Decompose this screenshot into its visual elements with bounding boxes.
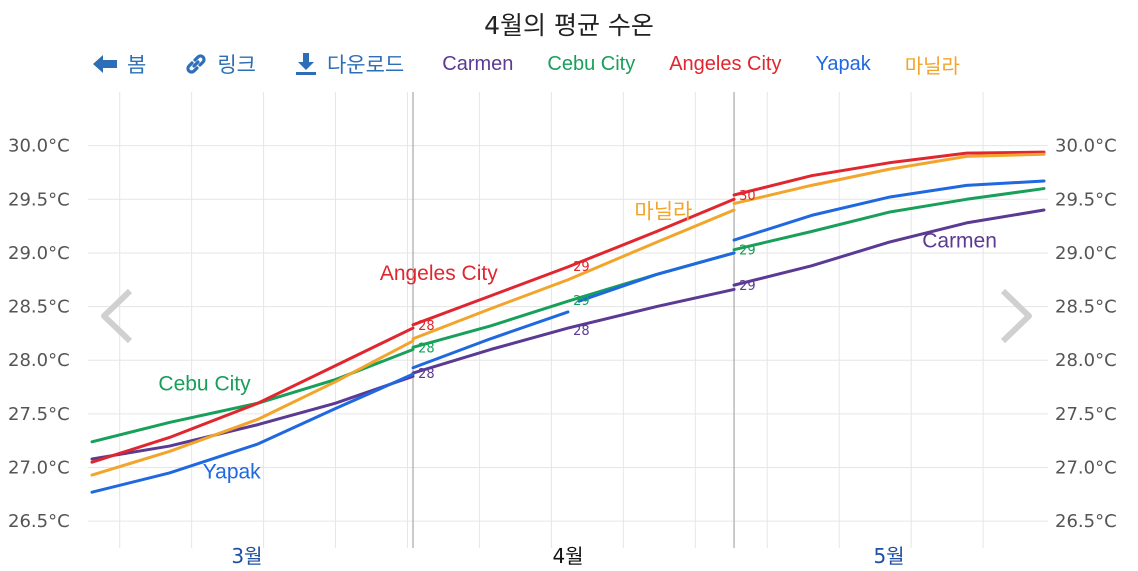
- series-line: [732, 187, 1046, 252]
- y-tick-label-left: 28.0°C: [8, 350, 70, 371]
- legend-angeles-city[interactable]: Angeles City: [669, 52, 782, 75]
- value-label: 28: [418, 367, 435, 382]
- series-line: [732, 150, 1046, 197]
- month-label: 3월: [231, 544, 262, 568]
- series-line: [90, 372, 415, 494]
- series-line: [732, 208, 1046, 287]
- link-button[interactable]: 링크: [184, 49, 256, 79]
- y-tick-label-left: 26.5°C: [8, 511, 70, 532]
- y-tick-label-left: 27.0°C: [8, 458, 70, 479]
- series-line: [90, 339, 415, 477]
- download-icon: [295, 53, 316, 75]
- series-label: Carmen: [922, 230, 997, 253]
- value-label: 28: [573, 324, 590, 339]
- value-label: 30: [739, 189, 756, 204]
- legend-manila[interactable]: 마닐라: [904, 55, 960, 78]
- download-button[interactable]: 다운로드: [294, 49, 404, 79]
- chart-title: 4월의 평균 수온: [484, 11, 654, 40]
- month-label: 4월: [552, 544, 583, 568]
- series-labels: 28 28 29 Carmen 28 29 29 Cebu City 28 29 30 Angeles…: [158, 189, 997, 483]
- y-tick-label-left: 30.0°C: [8, 136, 70, 157]
- y-tick-label-right: 27.0°C: [1055, 458, 1117, 479]
- y-axes: 26.5°C 26.5°C 27.0°C 27.0°C 27.5°C 27.5°C 28.0…: [8, 136, 1117, 533]
- value-label: 28: [418, 341, 435, 356]
- series-label: Cebu City: [158, 372, 251, 395]
- y-tick-label-right: 30.0°C: [1055, 136, 1117, 157]
- y-tick-label-right: 27.5°C: [1055, 404, 1117, 425]
- series-label: Yapak: [203, 460, 261, 483]
- month-label: 5월: [873, 544, 904, 568]
- y-tick-label-left: 28.5°C: [8, 297, 70, 318]
- series-line: [411, 287, 736, 375]
- value-label: 28: [418, 319, 435, 334]
- home-button[interactable]: 봄: [92, 49, 146, 79]
- chevron-left-icon[interactable]: [98, 288, 136, 344]
- toolbar: 봄 링크 다운로드 Carmen Cebu City Angeles City …: [92, 48, 960, 80]
- legend-carmen[interactable]: Carmen: [442, 52, 514, 75]
- arrow-left-icon: [93, 55, 117, 73]
- value-label: 29: [573, 260, 590, 275]
- chevron-right-icon[interactable]: [997, 288, 1035, 344]
- series-label: 마닐라: [634, 201, 692, 224]
- legend-yapak[interactable]: Yapak: [815, 52, 871, 75]
- value-label: 29: [739, 244, 756, 259]
- series-line: [90, 374, 415, 461]
- value-label: 29: [573, 294, 590, 309]
- y-tick-label-right: 26.5°C: [1055, 511, 1117, 532]
- series-line: [90, 326, 415, 464]
- x-axis-months: 3월 4월 5월: [231, 544, 904, 568]
- y-tick-label-right: 28.5°C: [1055, 297, 1117, 318]
- y-tick-label-right: 29.5°C: [1055, 189, 1117, 210]
- grid: [88, 92, 1048, 548]
- y-tick-label-left: 27.5°C: [8, 404, 70, 425]
- y-tick-label-left: 29.0°C: [8, 243, 70, 264]
- series-line: [732, 152, 1046, 206]
- home-button-label: 봄: [127, 53, 147, 77]
- series-line: [411, 197, 736, 327]
- value-label: 29: [739, 279, 756, 294]
- series-line: [411, 208, 736, 341]
- y-tick-label-right: 28.0°C: [1055, 350, 1117, 371]
- y-tick-label-left: 29.5°C: [8, 189, 70, 210]
- link-button-label: 링크: [217, 53, 256, 77]
- series-line: [577, 251, 736, 303]
- series-line: [732, 179, 1046, 242]
- link-icon: [186, 54, 206, 74]
- series-label: Angeles City: [380, 262, 498, 285]
- y-tick-label-right: 29.0°C: [1055, 243, 1117, 264]
- series-line: [411, 310, 570, 370]
- series-lines: [90, 150, 1046, 494]
- legend-cebu-city[interactable]: Cebu City: [547, 52, 636, 75]
- download-button-label: 다운로드: [326, 53, 405, 77]
